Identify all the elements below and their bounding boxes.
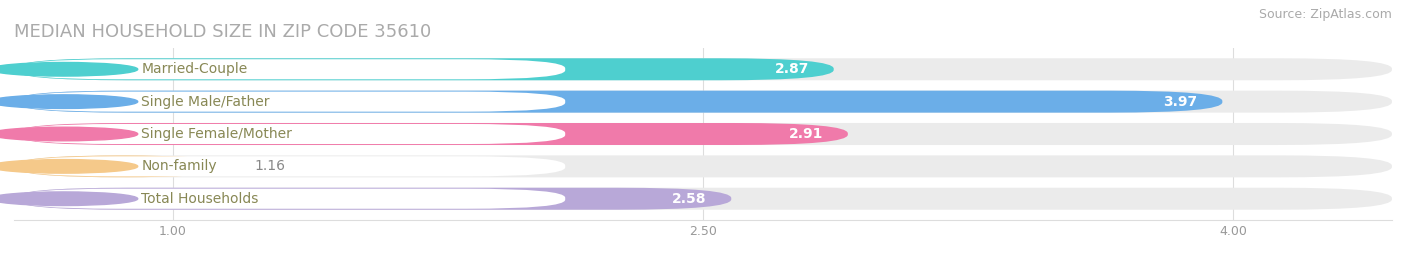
Text: Total Households: Total Households	[141, 192, 259, 206]
Circle shape	[0, 159, 138, 173]
Text: Single Female/Mother: Single Female/Mother	[141, 127, 292, 141]
Circle shape	[0, 127, 138, 141]
FancyBboxPatch shape	[14, 155, 1392, 177]
Text: Non-family: Non-family	[141, 159, 217, 173]
FancyBboxPatch shape	[14, 91, 1222, 113]
Circle shape	[0, 192, 138, 206]
Text: 1.16: 1.16	[254, 159, 285, 173]
Text: 2.91: 2.91	[789, 127, 823, 141]
Text: 2.58: 2.58	[672, 192, 707, 206]
FancyBboxPatch shape	[18, 189, 565, 209]
Text: 3.97: 3.97	[1164, 95, 1198, 109]
Circle shape	[0, 95, 138, 109]
FancyBboxPatch shape	[14, 188, 1392, 210]
FancyBboxPatch shape	[14, 58, 1392, 80]
Text: Source: ZipAtlas.com: Source: ZipAtlas.com	[1258, 8, 1392, 21]
Text: Single Male/Father: Single Male/Father	[141, 95, 270, 109]
FancyBboxPatch shape	[14, 188, 731, 210]
Text: Married-Couple: Married-Couple	[141, 62, 247, 76]
Text: 2.87: 2.87	[775, 62, 808, 76]
FancyBboxPatch shape	[18, 124, 565, 144]
Text: MEDIAN HOUSEHOLD SIZE IN ZIP CODE 35610: MEDIAN HOUSEHOLD SIZE IN ZIP CODE 35610	[14, 23, 432, 41]
FancyBboxPatch shape	[14, 155, 229, 177]
FancyBboxPatch shape	[14, 91, 1392, 113]
FancyBboxPatch shape	[18, 59, 565, 79]
FancyBboxPatch shape	[18, 156, 565, 176]
Circle shape	[0, 62, 138, 76]
FancyBboxPatch shape	[14, 58, 834, 80]
FancyBboxPatch shape	[18, 92, 565, 112]
FancyBboxPatch shape	[14, 123, 1392, 145]
FancyBboxPatch shape	[14, 123, 848, 145]
